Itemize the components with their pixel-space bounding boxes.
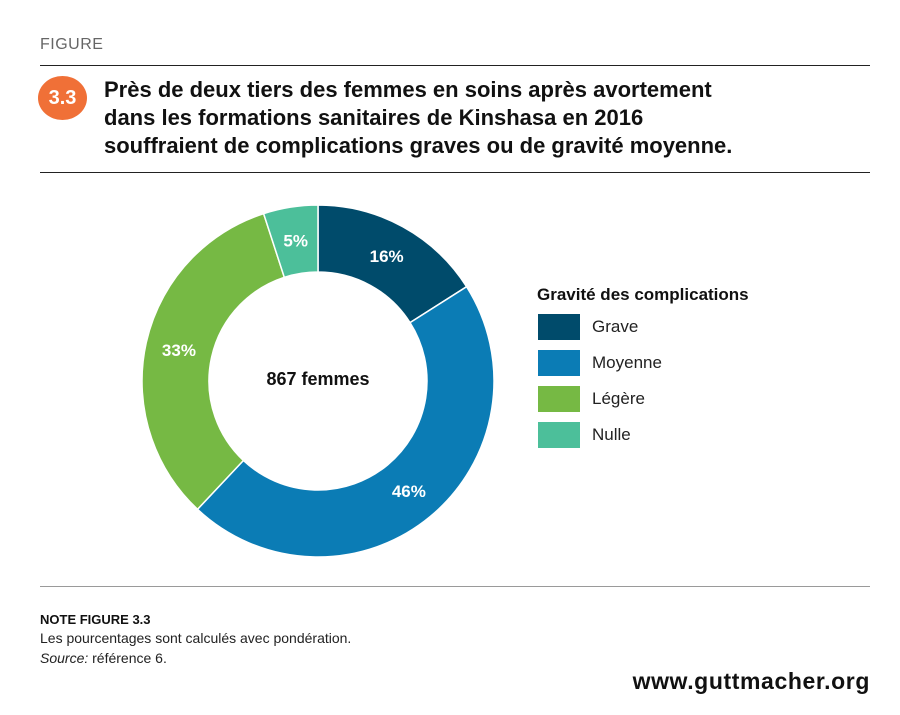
footer-divider [40,586,870,587]
legend-label-nulle: Nulle [592,425,631,444]
legend-item-nulle: Nulle [538,422,631,448]
source-label: Source: [40,650,89,666]
legend-item-legere: Légère [538,386,645,412]
center-label: 867 femmes [266,369,369,389]
slice-labels: 16% 46% 33% 5% [162,231,426,501]
legend-item-moyenne: Moyenne [538,350,662,376]
legend-swatch-moyenne [538,350,580,376]
slice-label-grave: 16% [370,247,404,266]
legend-item-grave: Grave [538,314,638,340]
slice-nulle [262,204,319,279]
slice-moyenne [196,285,495,558]
legend-swatch-legere [538,386,580,412]
slice-label-nulle: 5% [283,231,308,250]
website-link[interactable]: www.guttmacher.org [632,668,870,694]
title-line-3: souffraient de complications graves ou d… [104,133,733,158]
legend-swatch-nulle [538,422,580,448]
note-source: Source: référence 6. [40,650,167,666]
title-divider [40,172,870,173]
slice-legere [141,212,286,511]
title-line-2: dans les formations sanitaires de Kinsha… [104,105,644,130]
figure-title: Près de deux tiers des femmes en soins a… [104,76,844,160]
note-text: Les pourcentages sont calculés avec pond… [40,630,352,646]
title-line-1: Près de deux tiers des femmes en soins a… [104,77,712,102]
slice-label-moyenne: 46% [392,482,426,501]
slice-label-legere: 33% [162,341,196,360]
top-divider [40,65,870,66]
legend-swatch-grave [538,314,580,340]
legend-label-grave: Grave [592,317,639,336]
legend-title: Gravité des complications [537,285,749,304]
figure-number-badge: 3.3 [38,76,87,120]
figure-label: FIGURE [40,36,104,53]
note-title: NOTE FIGURE 3.3 [40,612,151,627]
legend-label-legere: Légère [592,389,645,408]
donut-slices [141,204,495,558]
legend-label-moyenne: Moyenne [592,353,662,372]
source-text: référence 6. [88,650,167,666]
